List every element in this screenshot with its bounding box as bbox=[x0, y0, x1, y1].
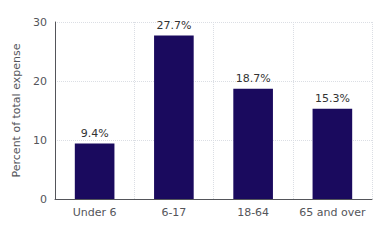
svg-text:30: 30 bbox=[33, 16, 47, 29]
svg-text:10: 10 bbox=[33, 134, 47, 147]
svg-text:20: 20 bbox=[33, 75, 47, 88]
svg-text:9.4%: 9.4% bbox=[81, 127, 109, 140]
svg-text:15.3%: 15.3% bbox=[315, 92, 350, 105]
svg-text:65 and over: 65 and over bbox=[299, 206, 366, 219]
svg-text:6-17: 6-17 bbox=[161, 206, 186, 219]
svg-text:27.7%: 27.7% bbox=[156, 19, 191, 32]
svg-text:Under 6: Under 6 bbox=[73, 206, 117, 219]
svg-text:Percent of total expense: Percent of total expense bbox=[10, 43, 23, 177]
svg-text:18-64: 18-64 bbox=[237, 206, 269, 219]
svg-text:18.7%: 18.7% bbox=[236, 72, 271, 85]
svg-text:0: 0 bbox=[40, 193, 47, 206]
